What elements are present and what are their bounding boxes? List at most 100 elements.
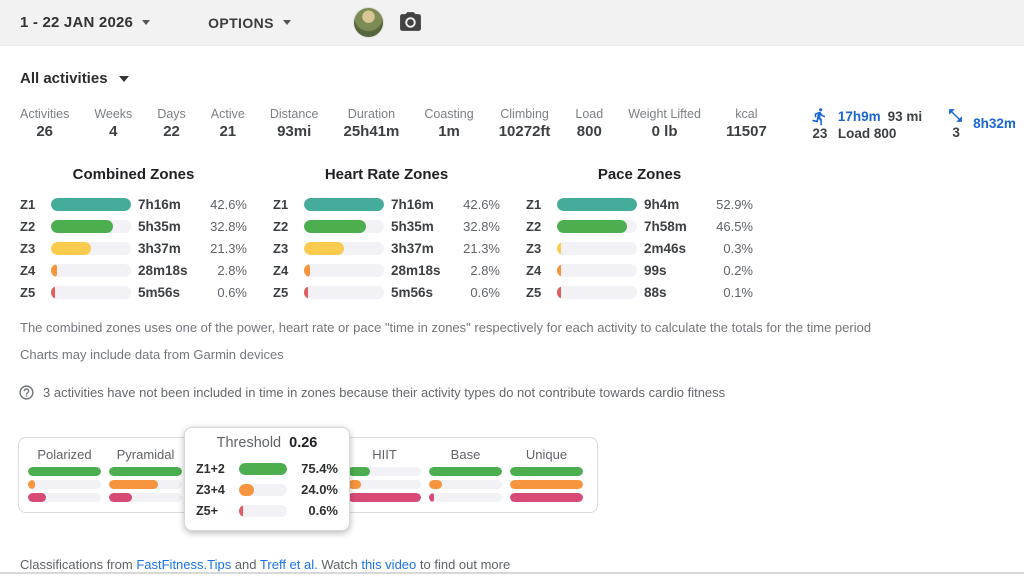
options-menu-button[interactable]: OPTIONS — [208, 15, 291, 31]
chevron-down-icon — [282, 20, 291, 25]
stat-days: Days 22 — [157, 107, 186, 140]
zone-bar-track — [304, 263, 384, 277]
classification-polarized[interactable]: Polarized — [28, 447, 101, 502]
footer-text: to find out more — [419, 557, 511, 572]
mini-bar — [28, 480, 36, 489]
zone-bar-track — [51, 219, 131, 233]
zone-bar — [557, 219, 628, 233]
zone-bar — [304, 197, 384, 211]
garmin-note: Charts may include data from Garmin devi… — [20, 347, 284, 362]
classification-hiit[interactable]: HIIT — [348, 447, 421, 502]
zone-bar-track — [51, 263, 131, 277]
mini-bar — [109, 467, 182, 476]
zone-bar — [51, 219, 113, 233]
mini-bar — [429, 467, 502, 476]
zone-bar — [557, 285, 561, 299]
mini-bar — [348, 480, 362, 489]
zone-bar — [51, 263, 57, 277]
zone-bar-track — [51, 241, 131, 255]
mini-bar — [510, 467, 583, 476]
zone-bar-track — [557, 197, 637, 211]
date-range-label: 1 - 22 JAN 2026 — [20, 14, 134, 31]
mini-bar — [510, 480, 583, 489]
run-icon — [808, 107, 832, 126]
mini-bar — [109, 493, 132, 502]
run-time: 17h9m — [837, 108, 881, 124]
pace-zones-chart: Pace Zones Z1 9h4m 52.9% Z2 7h58m 46.5% … — [526, 166, 753, 303]
run-count: 23 — [812, 125, 828, 141]
run-distance: 93 mi — [887, 108, 923, 124]
other-activity-count: 3 — [952, 124, 960, 140]
zone-row: Z4 28m18s 2.8% — [273, 262, 500, 278]
link-this-video[interactable]: this video — [361, 557, 417, 572]
stat-duration: Duration 25h41m — [343, 107, 400, 140]
link-treff-et-al[interactable]: Treff et al. — [259, 557, 318, 572]
zone-row: Z3 3h37m 21.3% — [273, 240, 500, 256]
zone-bar-track — [557, 219, 637, 233]
footer-text: Classifications from — [20, 557, 133, 572]
zone-row: Z4 28m18s 2.8% — [20, 262, 247, 278]
combined-zones-note: The combined zones uses one of the power… — [20, 320, 872, 335]
chevron-down-icon — [142, 20, 151, 25]
zone-row: Z5 5m56s 0.6% — [20, 284, 247, 300]
threshold-card[interactable]: Threshold 0.26 Z1+2 75.4% Z3+4 24.0% Z5+… — [184, 427, 350, 531]
zone-row: Z3 2m46s 0.3% — [526, 240, 753, 256]
zone-bar — [304, 285, 308, 299]
link-fastfitness[interactable]: FastFitness.Tips — [136, 557, 232, 572]
stat-climbing: Climbing 10272ft — [498, 107, 551, 140]
mini-bar — [348, 493, 421, 502]
threshold-value: 0.26 — [289, 435, 318, 451]
camera-button[interactable] — [398, 10, 423, 35]
zone-row: Z5 88s 0.1% — [526, 284, 753, 300]
zone-bar — [304, 219, 366, 233]
combined-zones-chart: Combined Zones Z1 7h16m 42.6% Z2 5h35m 3… — [20, 166, 247, 303]
zone-row: Z5 5m56s 0.6% — [273, 284, 500, 300]
stat-weeks: Weeks 4 — [94, 107, 133, 140]
other-activity-time: 8h32m — [973, 116, 1016, 131]
chart-title: Combined Zones — [72, 166, 195, 183]
zone-row: Z1 9h4m 52.9% — [526, 196, 753, 212]
mini-bar — [28, 467, 101, 476]
run-summary[interactable]: 17h9m 93 mi 23 Load 800 — [808, 107, 922, 141]
zone-bar — [51, 197, 131, 211]
chevron-down-icon — [118, 75, 129, 82]
stat-active: Active 21 — [210, 107, 245, 140]
window-bottom-edge — [0, 572, 1024, 574]
classification-unique[interactable]: Unique — [510, 447, 583, 502]
zone-row: Z1 7h16m 42.6% — [273, 196, 500, 212]
activity-filter-dropdown[interactable]: All activities — [20, 70, 1024, 87]
activity-filter-label: All activities — [20, 70, 108, 87]
mini-bar — [28, 493, 46, 502]
other-activity-summary[interactable]: 3 8h32m — [946, 107, 1016, 140]
zone-bar-track — [304, 285, 384, 299]
zone-bar — [557, 197, 637, 211]
classification-base[interactable]: Base — [429, 447, 502, 502]
top-bar: 1 - 22 JAN 2026 OPTIONS — [0, 0, 1024, 46]
stat-activities: Activities 26 — [20, 107, 70, 140]
other-activity-icon — [946, 107, 966, 124]
classification-pyramidal[interactable]: Pyramidal — [109, 447, 182, 502]
threshold-row: Z5+ 0.6% — [196, 503, 338, 518]
zone-bar — [557, 241, 561, 255]
zone-bar-track — [51, 197, 131, 211]
zone-bar-track — [304, 241, 384, 255]
help-icon[interactable] — [18, 384, 35, 401]
date-range-selector[interactable]: 1 - 22 JAN 2026 — [20, 14, 151, 31]
zone-bar-track — [557, 285, 637, 299]
stat-kcal: kcal 11507 — [725, 107, 767, 140]
stat-coasting: Coasting 1m — [424, 107, 474, 140]
footer-text: and — [234, 557, 257, 572]
mini-bar — [348, 467, 370, 476]
zone-row: Z2 7h58m 46.5% — [526, 218, 753, 234]
zone-bar-track — [304, 197, 384, 211]
zone-bar — [304, 241, 344, 255]
threshold-bar — [239, 462, 287, 475]
threshold-row: Z3+4 24.0% — [196, 482, 338, 497]
excluded-activities-warning: 3 activities have not been included in t… — [18, 384, 1024, 401]
options-label: OPTIONS — [208, 14, 274, 31]
avatar[interactable] — [352, 7, 384, 38]
zone-bar-track — [304, 219, 384, 233]
chart-title: Heart Rate Zones — [324, 166, 449, 183]
zone-bar-track — [557, 241, 637, 255]
zone-bar — [304, 263, 310, 277]
